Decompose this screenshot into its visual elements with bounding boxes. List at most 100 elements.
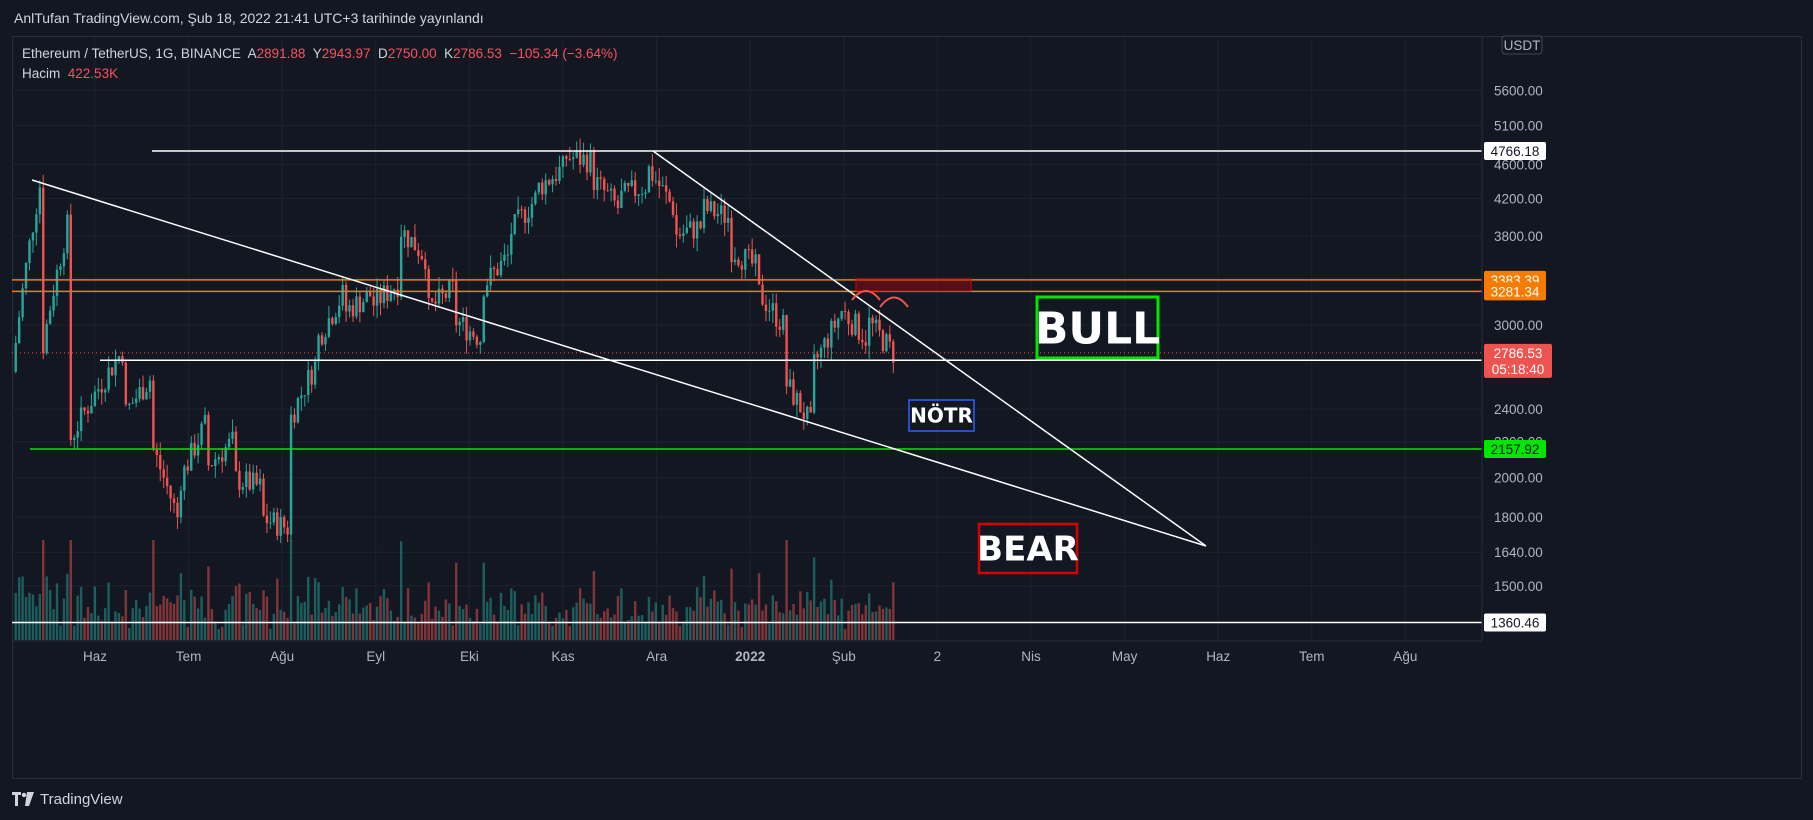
candle-body xyxy=(272,512,276,523)
volume-bar xyxy=(262,590,265,640)
volume-bar xyxy=(320,612,324,640)
time-tick-label: Eki xyxy=(460,649,479,664)
chart-legend: Ethereum / TetherUS, 1G, BINANCE A2891.8… xyxy=(22,44,618,84)
candle-body xyxy=(826,338,830,348)
candle-body xyxy=(238,470,241,490)
candle-body xyxy=(627,182,630,186)
volume-bar xyxy=(375,606,379,640)
candle-body xyxy=(372,296,375,306)
candle-body xyxy=(386,285,389,301)
volume-bar xyxy=(664,614,668,640)
volume-bar xyxy=(313,577,317,640)
candle-body xyxy=(871,317,874,324)
volume-bar xyxy=(685,607,688,640)
volume-bar xyxy=(66,573,69,640)
candle-body xyxy=(482,296,485,343)
candle-body xyxy=(816,354,819,358)
annotation-box-bear xyxy=(977,522,1079,575)
candle-body xyxy=(134,398,138,403)
candle-body xyxy=(86,410,90,414)
candle-body xyxy=(279,516,282,536)
candle-body xyxy=(344,284,348,312)
candle-body xyxy=(379,288,382,304)
volume-bar xyxy=(523,613,527,640)
candle-body xyxy=(382,285,386,304)
level-price-label: 4766.18 xyxy=(1491,144,1540,159)
volume-bar xyxy=(341,586,344,640)
candle-body xyxy=(248,471,251,490)
volume-bar xyxy=(809,600,812,640)
candle-body xyxy=(689,221,692,228)
volume-bar xyxy=(396,616,399,640)
volume-bar xyxy=(327,600,331,640)
volume-bar xyxy=(768,623,771,640)
candle-body xyxy=(227,438,231,448)
candle-body xyxy=(837,318,840,328)
volume-bar xyxy=(331,616,334,640)
change-value: −105.34 (−3.64%) xyxy=(509,46,618,61)
volume-bar xyxy=(17,577,21,640)
volume-bar xyxy=(269,628,272,640)
candle-body xyxy=(424,259,427,270)
arc-left xyxy=(851,290,881,301)
volume-bar xyxy=(21,576,24,640)
candle-body xyxy=(599,177,602,179)
volume-bar xyxy=(324,607,327,640)
time-tick-label: Eyl xyxy=(366,649,385,664)
footer: TradingView xyxy=(12,786,123,812)
candle-body xyxy=(537,182,541,193)
volume-bar xyxy=(706,606,709,640)
volume-bar xyxy=(103,608,107,640)
volume-bar xyxy=(551,626,554,640)
annotation-label: NÖTR xyxy=(910,404,973,428)
candle-body xyxy=(685,227,688,234)
candle-body xyxy=(152,380,155,450)
candle-body xyxy=(788,379,792,387)
candle-body xyxy=(558,166,561,181)
volume-bar xyxy=(744,603,747,640)
candle-body xyxy=(110,367,114,376)
volume-bar xyxy=(475,608,479,640)
time-tick-label: May xyxy=(1112,649,1138,664)
candle-body xyxy=(778,326,781,330)
volume-bar xyxy=(565,609,568,640)
candle-body xyxy=(165,477,169,486)
candle-body xyxy=(42,187,45,354)
volume-bar xyxy=(479,623,482,640)
level-price-label: 3281.34 xyxy=(1491,284,1540,299)
candle-body xyxy=(613,188,616,201)
volume-bar xyxy=(93,586,97,640)
candle-body xyxy=(620,190,623,208)
volume-bar xyxy=(441,616,444,640)
volume-bar xyxy=(702,576,706,640)
volume-bar xyxy=(723,613,726,640)
candle-body xyxy=(640,193,644,195)
candle-body xyxy=(823,338,826,348)
symbol-name[interactable]: Ethereum / TetherUS, 1G, BINANCE xyxy=(22,46,241,61)
candle-body xyxy=(499,260,503,276)
candle-body xyxy=(48,310,52,324)
volume-bar xyxy=(699,597,702,640)
volume-bar xyxy=(644,622,647,640)
candle-body xyxy=(534,192,537,204)
candle-body xyxy=(420,256,424,260)
volume-bar xyxy=(424,600,427,640)
tradingview-logo-icon xyxy=(12,792,34,806)
volume-bar xyxy=(358,613,362,640)
candle-body xyxy=(854,313,857,335)
candle-body xyxy=(492,267,496,270)
candle-body xyxy=(348,305,351,312)
candle-body xyxy=(169,485,172,499)
volume-bar xyxy=(217,628,220,640)
volume-bar xyxy=(24,597,28,640)
brand-name[interactable]: TradingView xyxy=(40,790,123,808)
candle-body xyxy=(296,398,300,423)
volume-bar xyxy=(606,608,609,640)
candle-body xyxy=(565,156,568,159)
volume-bar xyxy=(393,620,396,640)
candle-body xyxy=(172,498,176,503)
level-price-label: 1360.46 xyxy=(1491,615,1540,630)
volume-bar xyxy=(596,613,599,640)
candle-body xyxy=(351,305,355,317)
